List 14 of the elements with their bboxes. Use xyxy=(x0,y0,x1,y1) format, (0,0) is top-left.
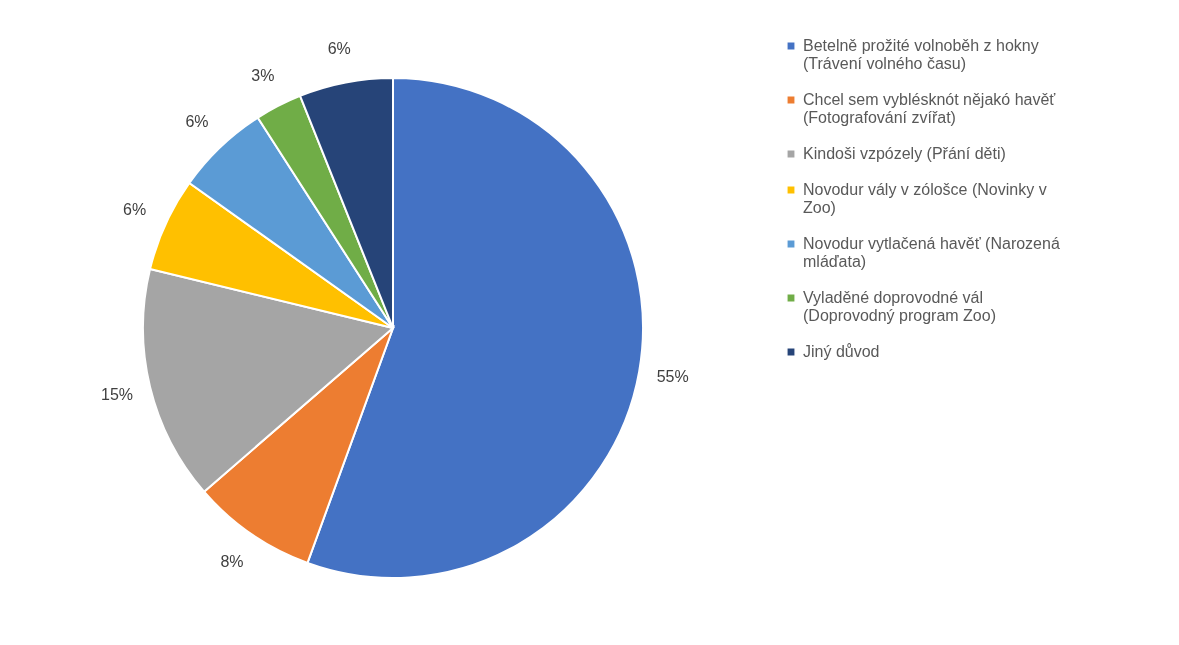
legend-label: Novodur vytlačená havěť (Narozená mláďata) xyxy=(803,235,1060,270)
data-label: 8% xyxy=(220,552,244,570)
legend-label: Kindoši vzpózely (Přání děti) xyxy=(803,145,1006,162)
legend-label: Novodur vály v zólošce (Novinky v Zoo) xyxy=(803,181,1047,216)
legend-label: Betelně prožité volnoběh z hokny (Trávení volného času) xyxy=(803,37,1039,72)
data-label: 6% xyxy=(327,40,351,58)
data-label: 6% xyxy=(123,201,147,219)
legend-label: Vyladěné doprovodné vál (Doprovodný program Zoo) xyxy=(803,289,996,324)
legend-label: Jiný důvod xyxy=(803,343,880,360)
data-label: 55% xyxy=(656,368,689,386)
data-label: 6% xyxy=(185,113,209,131)
legend-label: Chcel sem vyblésknót nějakó havěť (Fotografování zvířat) xyxy=(803,91,1057,126)
data-label: 15% xyxy=(100,385,134,403)
data-label: 3% xyxy=(251,66,275,84)
